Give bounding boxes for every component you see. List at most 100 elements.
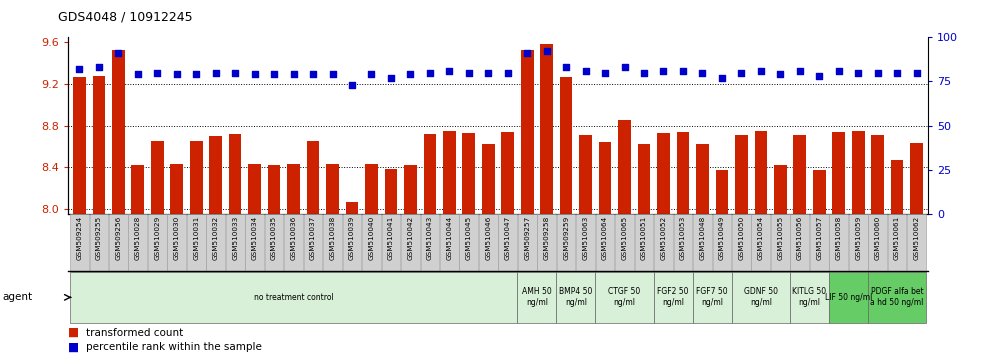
Text: GSM510037: GSM510037 bbox=[310, 216, 316, 260]
Text: GSM510048: GSM510048 bbox=[699, 216, 705, 260]
Bar bbox=[577, 214, 595, 271]
Text: CTGF 50
ng/ml: CTGF 50 ng/ml bbox=[609, 287, 640, 307]
Point bbox=[382, 75, 398, 81]
Bar bbox=[637, 144, 650, 214]
Point bbox=[851, 70, 867, 75]
Text: LIF 50 ng/ml: LIF 50 ng/ml bbox=[825, 293, 872, 302]
Bar bbox=[73, 77, 86, 214]
Text: GSM510060: GSM510060 bbox=[874, 216, 880, 260]
Point bbox=[812, 73, 828, 79]
Point bbox=[500, 70, 516, 75]
Text: GSM510059: GSM510059 bbox=[856, 216, 862, 260]
Point bbox=[461, 70, 477, 75]
Text: GSM509254: GSM509254 bbox=[77, 216, 83, 260]
Bar bbox=[657, 133, 670, 214]
Text: ■: ■ bbox=[68, 341, 79, 353]
Text: GSM509256: GSM509256 bbox=[116, 216, 122, 260]
Bar bbox=[401, 214, 419, 271]
Bar bbox=[676, 132, 689, 214]
Bar bbox=[790, 272, 829, 323]
Text: GSM510038: GSM510038 bbox=[330, 216, 336, 260]
Bar bbox=[170, 164, 183, 214]
Bar bbox=[206, 214, 225, 271]
Point bbox=[208, 70, 224, 75]
Point bbox=[344, 82, 360, 88]
Point bbox=[675, 68, 691, 74]
Bar bbox=[90, 214, 109, 271]
Text: GSM510061: GSM510061 bbox=[894, 216, 900, 260]
Text: percentile rank within the sample: percentile rank within the sample bbox=[86, 342, 262, 352]
Bar bbox=[109, 214, 127, 271]
Text: GSM510039: GSM510039 bbox=[349, 216, 355, 260]
Point bbox=[617, 64, 632, 70]
Point bbox=[519, 50, 535, 56]
Bar bbox=[459, 214, 478, 271]
Bar bbox=[482, 144, 495, 214]
Bar bbox=[869, 214, 887, 271]
Bar bbox=[131, 165, 144, 214]
Text: GSM510033: GSM510033 bbox=[232, 216, 238, 260]
Bar bbox=[366, 164, 377, 214]
Bar bbox=[167, 214, 186, 271]
Text: GSM510064: GSM510064 bbox=[602, 216, 609, 260]
Bar bbox=[752, 214, 770, 271]
Point bbox=[831, 68, 847, 74]
Bar bbox=[404, 165, 416, 214]
Bar bbox=[381, 214, 400, 271]
Point bbox=[908, 70, 924, 75]
Bar bbox=[248, 164, 261, 214]
Bar bbox=[346, 202, 359, 214]
Bar bbox=[693, 214, 712, 271]
Bar bbox=[732, 214, 751, 271]
Point bbox=[753, 68, 769, 74]
Bar bbox=[771, 214, 790, 271]
Bar bbox=[616, 214, 633, 271]
Point bbox=[227, 70, 243, 75]
Bar bbox=[634, 214, 653, 271]
Bar bbox=[890, 160, 903, 214]
Bar bbox=[323, 214, 342, 271]
Bar bbox=[872, 135, 884, 214]
Bar bbox=[692, 272, 732, 323]
Bar bbox=[755, 131, 767, 214]
Point bbox=[889, 70, 905, 75]
Text: FGF2 50
ng/ml: FGF2 50 ng/ml bbox=[657, 287, 689, 307]
Bar bbox=[307, 141, 320, 214]
Bar bbox=[830, 214, 848, 271]
Text: GSM510045: GSM510045 bbox=[466, 216, 472, 260]
Bar bbox=[537, 214, 556, 271]
Point bbox=[733, 70, 749, 75]
Text: GSM509257: GSM509257 bbox=[524, 216, 530, 260]
Point bbox=[149, 70, 165, 75]
Bar bbox=[868, 272, 926, 323]
Bar bbox=[363, 214, 380, 271]
Text: GSM510044: GSM510044 bbox=[446, 216, 452, 260]
Bar bbox=[560, 77, 573, 214]
Bar bbox=[732, 272, 790, 323]
Bar bbox=[190, 141, 202, 214]
Bar bbox=[735, 135, 748, 214]
Bar bbox=[619, 120, 630, 214]
Bar bbox=[580, 135, 592, 214]
Point bbox=[539, 48, 555, 54]
Bar bbox=[268, 165, 281, 214]
Point bbox=[636, 70, 652, 75]
Point bbox=[402, 72, 418, 77]
Text: GDS4048 / 10912245: GDS4048 / 10912245 bbox=[58, 10, 192, 23]
Bar bbox=[887, 214, 906, 271]
Text: GSM510041: GSM510041 bbox=[387, 216, 394, 260]
Point bbox=[305, 72, 321, 77]
Bar bbox=[384, 170, 397, 214]
Text: GSM510054: GSM510054 bbox=[758, 216, 764, 260]
Text: GSM509258: GSM509258 bbox=[544, 216, 550, 260]
Text: GSM510032: GSM510032 bbox=[213, 216, 219, 260]
Bar bbox=[810, 214, 829, 271]
Bar bbox=[599, 142, 612, 214]
Text: BMP4 50
ng/ml: BMP4 50 ng/ml bbox=[559, 287, 593, 307]
Point bbox=[247, 72, 263, 77]
Text: FGF7 50
ng/ml: FGF7 50 ng/ml bbox=[696, 287, 728, 307]
Bar bbox=[498, 214, 517, 271]
Text: agent: agent bbox=[2, 292, 32, 302]
Point bbox=[558, 64, 574, 70]
Bar bbox=[343, 214, 362, 271]
